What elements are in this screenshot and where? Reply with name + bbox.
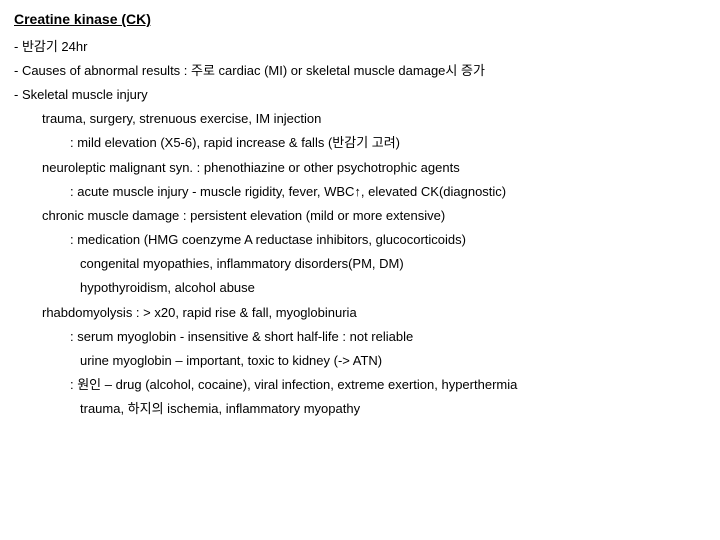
- text-line: urine myoglobin – important, toxic to ki…: [80, 352, 706, 370]
- text-line: chronic muscle damage : persistent eleva…: [42, 207, 706, 225]
- text-line: hypothyroidism, alcohol abuse: [80, 279, 706, 297]
- text-line: congenital myopathies, inflammatory diso…: [80, 255, 706, 273]
- text-line: : acute muscle injury - muscle rigidity,…: [70, 183, 706, 201]
- text-line: : medication (HMG coenzyme A reductase i…: [70, 231, 706, 249]
- text-line: trauma, 하지의 ischemia, inflammatory myopa…: [80, 400, 706, 418]
- text-line: neuroleptic malignant syn. : phenothiazi…: [42, 159, 706, 177]
- text-line: - Causes of abnormal results : 주로 cardia…: [14, 62, 706, 80]
- text-line: trauma, surgery, strenuous exercise, IM …: [42, 110, 706, 128]
- text-line: : 원인 – drug (alcohol, cocaine), viral in…: [70, 376, 706, 394]
- text-line: rhabdomyolysis : > x20, rapid rise & fal…: [42, 304, 706, 322]
- text-line: : serum myoglobin - insensitive & short …: [70, 328, 706, 346]
- text-line: - Skeletal muscle injury: [14, 86, 706, 104]
- text-line: - 반감기 24hr: [14, 38, 706, 56]
- text-line: : mild elevation (X5-6), rapid increase …: [70, 134, 706, 152]
- page-title: Creatine kinase (CK): [14, 10, 706, 30]
